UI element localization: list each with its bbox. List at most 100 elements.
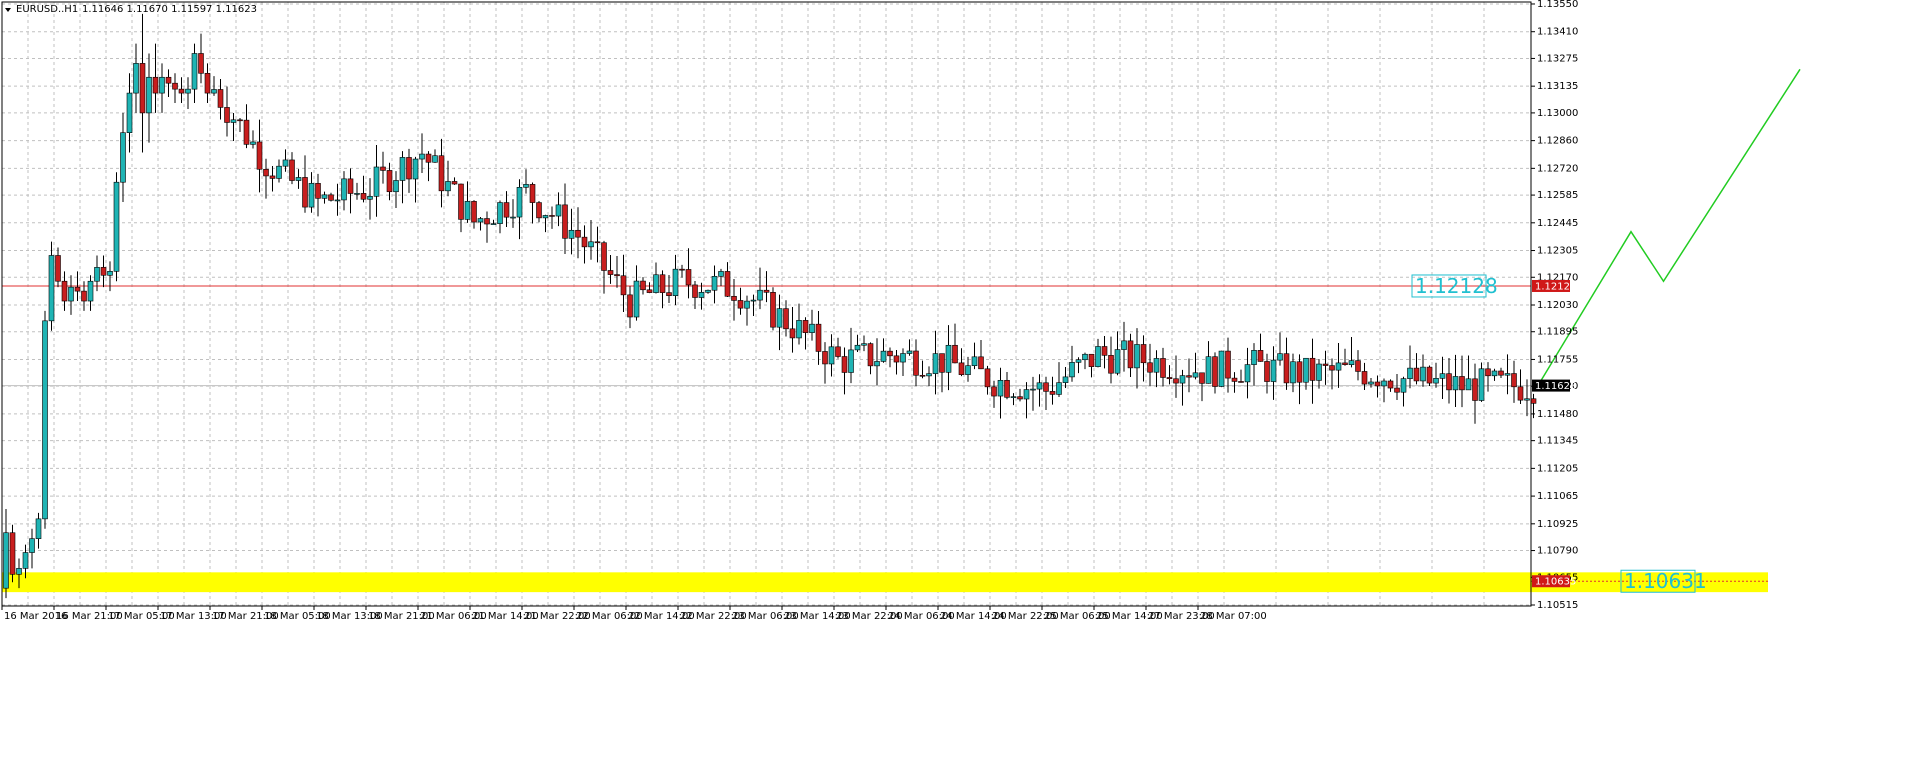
candle-body [1082,353,1088,361]
candle-body [48,255,55,322]
candle-body [1485,368,1491,377]
candle-body [373,166,380,197]
candle-body [757,289,763,301]
candle [1134,328,1140,389]
candle-body [1166,377,1173,380]
candle-body [698,292,705,298]
candle [750,294,757,317]
candle [1407,345,1413,389]
candle-body [718,271,724,277]
candle-body [783,308,789,330]
candle-body [282,159,289,167]
candle [601,240,607,294]
candle [100,255,107,288]
candle-body [835,346,841,357]
candle [198,33,204,84]
candle [464,181,471,223]
candle-body [471,201,477,223]
candle [659,270,666,309]
candle [568,208,575,255]
candle-body [1114,349,1121,374]
candle [1277,332,1283,366]
candle-body [984,368,991,388]
candle [432,149,438,163]
candle [705,289,711,294]
candle [653,262,659,294]
candle-body [1225,350,1231,379]
candle-body [971,356,978,366]
candle [893,350,900,375]
candle [529,182,536,224]
candle-body [484,218,490,225]
candle [354,182,360,200]
candle-body [1511,373,1517,388]
candle-body [1316,363,1322,381]
candle [68,275,74,315]
y-tick-label: 1.12585 [1537,190,1578,201]
candle [1075,357,1082,374]
candle-body [939,353,945,373]
candle-body [250,141,256,145]
candle-body [627,294,633,318]
candle [471,200,477,229]
support-zone-band [2,572,1768,593]
resistance-price-tag: 1.12126 [1535,281,1576,292]
candle-body [932,353,939,374]
candle-body [445,181,451,192]
candle [302,155,308,213]
candle-body [1459,376,1465,391]
candle [269,165,276,192]
candle [29,528,35,569]
candle [887,347,893,368]
candle [165,69,172,98]
candle-body [965,365,971,375]
candle-body [1186,375,1192,378]
candle-body [1257,350,1264,362]
candle-body [308,183,315,208]
candle [1218,350,1225,388]
y-tick-label: 1.11480 [1537,409,1578,420]
candle [802,317,809,350]
candle-body [477,218,484,223]
candle-body [360,193,367,200]
candle [575,207,581,259]
candle [1082,352,1088,370]
x-tick-label: 21 Mar 22:00 [524,611,591,622]
candle [913,339,919,387]
candle-body [789,328,796,339]
candle [783,300,789,337]
x-tick-label: 22 Mar 06:00 [576,611,643,622]
candle-body [185,88,191,94]
x-tick-label: 21 Mar 06:00 [420,611,487,622]
dropdown-arrow-icon[interactable] [5,8,11,12]
candle [1394,374,1400,401]
candle-body [22,552,29,569]
candle [536,200,542,223]
candle [614,255,620,288]
candle-body [295,177,302,181]
y-tick-label: 1.12720 [1537,163,1578,174]
candle [724,262,731,298]
candle-body [1361,371,1368,385]
candle-body [1043,382,1049,392]
candle-body [1452,376,1459,391]
candle [1426,365,1433,387]
candle [451,177,458,185]
candle-body [906,350,913,354]
candle-body [61,280,68,302]
level-labels: 1.12128 1.10631 [1411,274,1707,593]
x-tick-label: 22 Mar 22:00 [680,611,747,622]
candle [113,172,120,282]
resistance-price-tag-box [1532,279,1570,292]
y-tick-label: 1.13000 [1537,108,1578,119]
candle [308,172,315,213]
candle [263,158,269,199]
y-tick-label: 1.12445 [1537,218,1578,229]
candle [256,119,263,193]
candle-body [893,355,900,363]
candle [984,365,991,395]
candle [48,241,55,331]
candle-body [770,292,776,328]
candle [22,544,29,579]
